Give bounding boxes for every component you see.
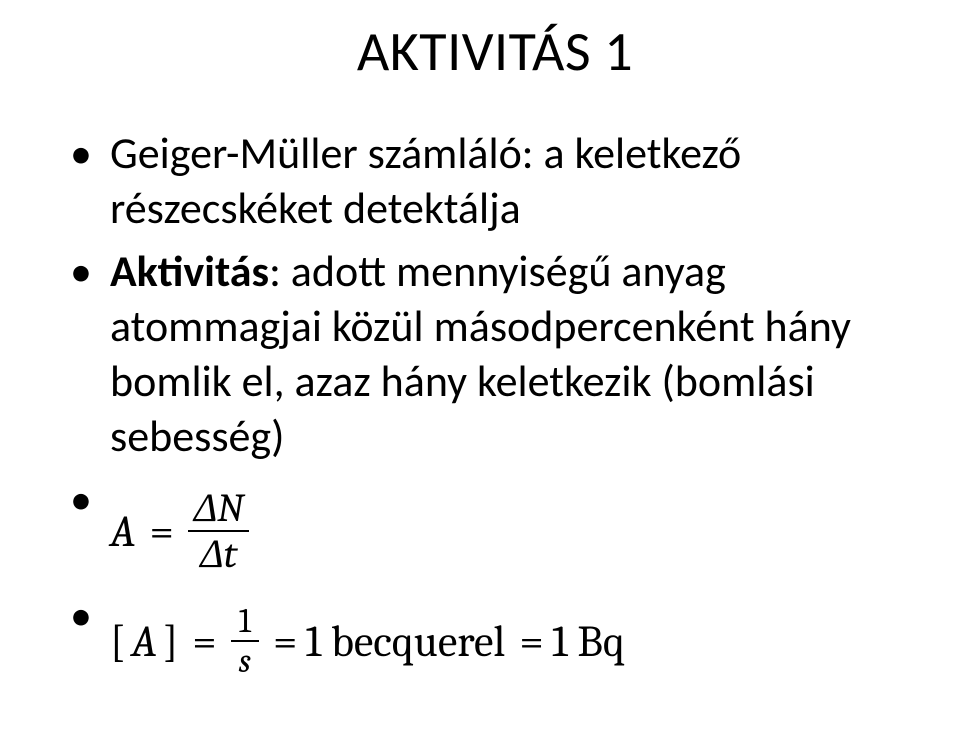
eq2-fraction: 1 s [231, 604, 259, 678]
eq2-numerator: 1 [231, 604, 259, 642]
eq2-equals-1: = [184, 614, 224, 669]
eq2-open-bracket: [ [110, 614, 131, 669]
eq1-numerator: ΔN [188, 488, 250, 532]
bullet-list: Geiger-Müller számláló: a keletkező rész… [70, 126, 920, 684]
eq2-denominator: s [231, 642, 259, 678]
eq1-equals: = [141, 504, 181, 559]
bullet-2: Aktivitás: adott mennyiségű anyag atomma… [70, 244, 920, 464]
bullet-1-text: Geiger-Müller számláló: a keletkező rész… [110, 126, 741, 235]
eq1-lhs: A [110, 504, 141, 559]
equation-2: [ A ] = 1 s = 1 becquerel = 1 Bq [70, 588, 920, 684]
eq2-equals-3: = [511, 614, 551, 669]
eq2-equals-2: = [265, 614, 305, 669]
eq2-val1: 1 becquerel [305, 614, 511, 669]
eq2-close-bracket: ] [163, 614, 184, 669]
slide-title: AKTIVITÁS 1 [70, 18, 920, 86]
bullet-1: Geiger-Müller számláló: a keletkező rész… [70, 126, 920, 236]
slide: AKTIVITÁS 1 Geiger-Müller számláló: a ke… [0, 0, 960, 738]
eq2-val2: 1 Bq [552, 614, 631, 669]
eq1-fraction: ΔN Δt [188, 488, 250, 574]
eq1-denominator: Δt [188, 532, 250, 574]
bullet-2-bold: Aktivitás [110, 244, 269, 298]
equation-1: A = ΔN Δt [70, 472, 920, 580]
eq2-lhs-var: A [131, 614, 162, 669]
